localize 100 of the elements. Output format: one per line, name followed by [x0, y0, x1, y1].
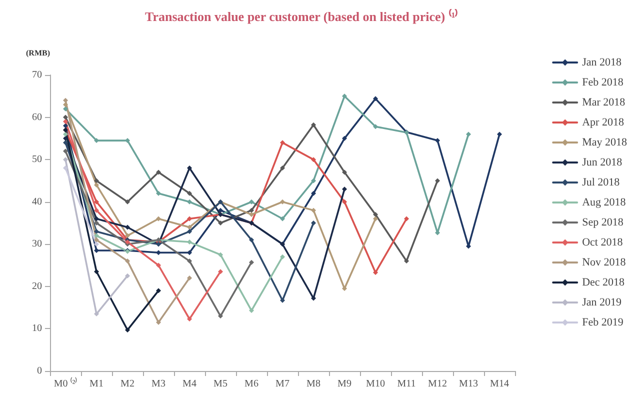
- y-tick-label: 40: [32, 196, 42, 208]
- y-tick-label: 20: [32, 280, 42, 292]
- legend-label: Dec 2018: [582, 276, 626, 288]
- x-tick-label: M1: [90, 378, 104, 390]
- point: [342, 170, 347, 175]
- point: [125, 224, 130, 230]
- y-tick-label: 50: [32, 154, 42, 166]
- point: [218, 252, 223, 258]
- x-tick-label: M7: [276, 378, 290, 390]
- point: [311, 220, 316, 226]
- legend-label: Apr 2018: [582, 116, 624, 128]
- point: [156, 190, 161, 196]
- point: [94, 228, 99, 234]
- point: [94, 182, 99, 188]
- legend-label: Jan 2018: [582, 56, 622, 68]
- point: [280, 166, 285, 171]
- point: [311, 157, 316, 162]
- point: [125, 327, 130, 332]
- x-tick-label: M10: [366, 378, 385, 390]
- legend-label: Feb 2018: [582, 76, 624, 88]
- point: [435, 178, 440, 184]
- point: [218, 269, 223, 274]
- point: [94, 248, 99, 253]
- point: [249, 237, 254, 242]
- point: [156, 250, 161, 256]
- legend-label: May 2018: [582, 136, 628, 148]
- point: [125, 233, 130, 238]
- legend-label: Jun 2018: [582, 156, 623, 168]
- point: [497, 132, 502, 137]
- point: [187, 275, 192, 280]
- point: [94, 138, 99, 144]
- point: [125, 258, 130, 264]
- point: [311, 178, 316, 184]
- point: [63, 106, 68, 112]
- legend-label: Feb 2019: [582, 316, 624, 328]
- point: [187, 250, 192, 256]
- point: [63, 140, 68, 146]
- legend-label: Oct 2018: [582, 236, 624, 248]
- chart-title: Transaction value per customer (based on listed price) ⁽¹⁾: [145, 8, 458, 24]
- point: [342, 136, 347, 141]
- point: [94, 208, 99, 213]
- point: [63, 123, 68, 128]
- point: [342, 94, 347, 99]
- point: [218, 208, 223, 213]
- legend-label: Nov 2018: [582, 256, 626, 268]
- legend-label: Jan 2019: [582, 296, 622, 308]
- point: [280, 199, 285, 204]
- point: [187, 224, 192, 230]
- point: [342, 199, 347, 204]
- point: [249, 212, 254, 218]
- point: [94, 178, 99, 184]
- point: [404, 216, 409, 222]
- point: [187, 240, 192, 245]
- x-tick-label: M9: [338, 378, 352, 390]
- x-tick-label: M11: [397, 378, 416, 390]
- x-tick-label: M4: [182, 378, 196, 390]
- point: [311, 296, 316, 301]
- point: [187, 258, 192, 264]
- point: [156, 320, 161, 325]
- point: [94, 237, 99, 242]
- point: [249, 199, 254, 204]
- x-tick-label: M2: [120, 378, 134, 390]
- point: [404, 258, 409, 264]
- point: [218, 220, 223, 226]
- y-tick-label: 70: [32, 70, 42, 80]
- point: [187, 216, 192, 222]
- x-tick-label: M13: [459, 378, 478, 390]
- point: [311, 208, 316, 213]
- point: [63, 114, 68, 120]
- point: [63, 166, 68, 171]
- x-tick-label: M5: [214, 378, 228, 390]
- y-tick-label: 60: [32, 112, 42, 123]
- point: [435, 138, 440, 144]
- point: [342, 186, 347, 192]
- legend-label: Jul 2018: [582, 176, 620, 188]
- point: [94, 199, 99, 204]
- point: [125, 138, 130, 144]
- legend-label: Sep 2018: [582, 216, 624, 228]
- point: [280, 254, 285, 260]
- point: [280, 140, 285, 146]
- point: [156, 170, 161, 175]
- y-tick-label: 30: [32, 238, 42, 250]
- x-tick-label: M6: [244, 378, 258, 390]
- y-tick-label: 0: [37, 366, 42, 376]
- point: [63, 148, 68, 154]
- x-tick-label: M3: [152, 378, 166, 390]
- point: [187, 316, 192, 322]
- y-axis-title: (RMB): [26, 48, 50, 58]
- point: [373, 216, 378, 222]
- point: [373, 96, 378, 102]
- point: [466, 132, 471, 137]
- point: [63, 102, 68, 108]
- point: [373, 212, 378, 218]
- point: [187, 166, 192, 171]
- point: [63, 136, 68, 141]
- point: [94, 242, 99, 247]
- point: [280, 216, 285, 222]
- point: [94, 216, 99, 222]
- point: [249, 308, 254, 314]
- legend-label: Mar 2018: [582, 96, 626, 108]
